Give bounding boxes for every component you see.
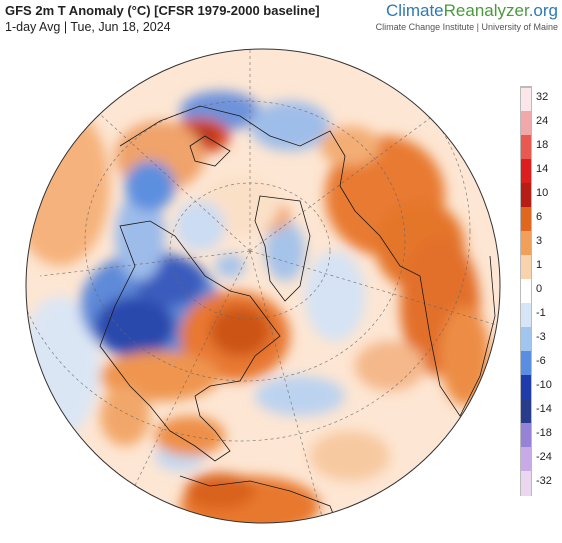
legend-swatch	[521, 111, 531, 136]
legend-tick-label: -3	[536, 331, 546, 343]
globe-map	[25, 48, 501, 524]
anomaly-blobs	[26, 91, 490, 523]
legend-swatch	[521, 183, 531, 208]
legend-tick-label: 24	[536, 115, 549, 127]
legend-swatch	[521, 375, 531, 400]
brand-logo-part3: .org	[528, 1, 558, 20]
map-subtitle: 1-day Avg | Tue, Jun 18, 2024	[5, 20, 171, 34]
legend-tick-label: -32	[536, 475, 552, 487]
anomaly-field	[26, 49, 500, 523]
legend-tick-label: 32	[536, 91, 549, 103]
legend-tick-label: -1	[536, 307, 546, 319]
legend-swatch	[521, 207, 531, 232]
legend-tick-label: 14	[536, 163, 549, 175]
legend-swatch	[521, 303, 531, 328]
brand-affiliation: Climate Change Institute | University of…	[375, 22, 558, 32]
legend-tick-label: -24	[536, 451, 552, 463]
legend-tick-label: -18	[536, 427, 552, 439]
legend-swatch	[521, 423, 531, 448]
legend-tick-label: 6	[536, 211, 543, 223]
color-scale-legend	[520, 86, 532, 496]
legend-swatch	[521, 327, 531, 352]
brand-logo-part1: Climate	[386, 1, 444, 20]
legend-tick-label: -6	[536, 355, 546, 367]
graticule-lines	[26, 49, 500, 523]
legend-tick-label: -10	[536, 379, 552, 391]
legend-swatch	[521, 159, 531, 184]
map-title: GFS 2m T Anomaly (°C) [CFSR 1979-2000 ba…	[5, 3, 320, 18]
legend-swatch	[521, 351, 531, 376]
legend-swatch	[521, 135, 531, 160]
legend-tick-label: 0	[536, 283, 543, 295]
globe-outline	[25, 48, 501, 524]
legend-swatch	[521, 447, 531, 472]
coastlines	[99, 105, 496, 523]
legend-swatch	[521, 279, 531, 304]
legend-swatch	[521, 471, 531, 496]
legend-swatch	[521, 255, 531, 280]
brand-logo-part2: Reanalyzer	[443, 1, 529, 20]
legend-swatch	[521, 87, 531, 113]
legend-tick-label: 10	[536, 187, 549, 199]
legend-swatch	[521, 399, 531, 424]
legend-tick-label: 3	[536, 235, 543, 247]
legend-tick-label: 1	[536, 259, 543, 271]
legend-tick-label: -14	[536, 403, 552, 415]
legend-swatch	[521, 231, 531, 256]
brand-logo[interactable]: ClimateReanalyzer.org	[386, 1, 558, 21]
legend-tick-label: 18	[536, 139, 549, 151]
